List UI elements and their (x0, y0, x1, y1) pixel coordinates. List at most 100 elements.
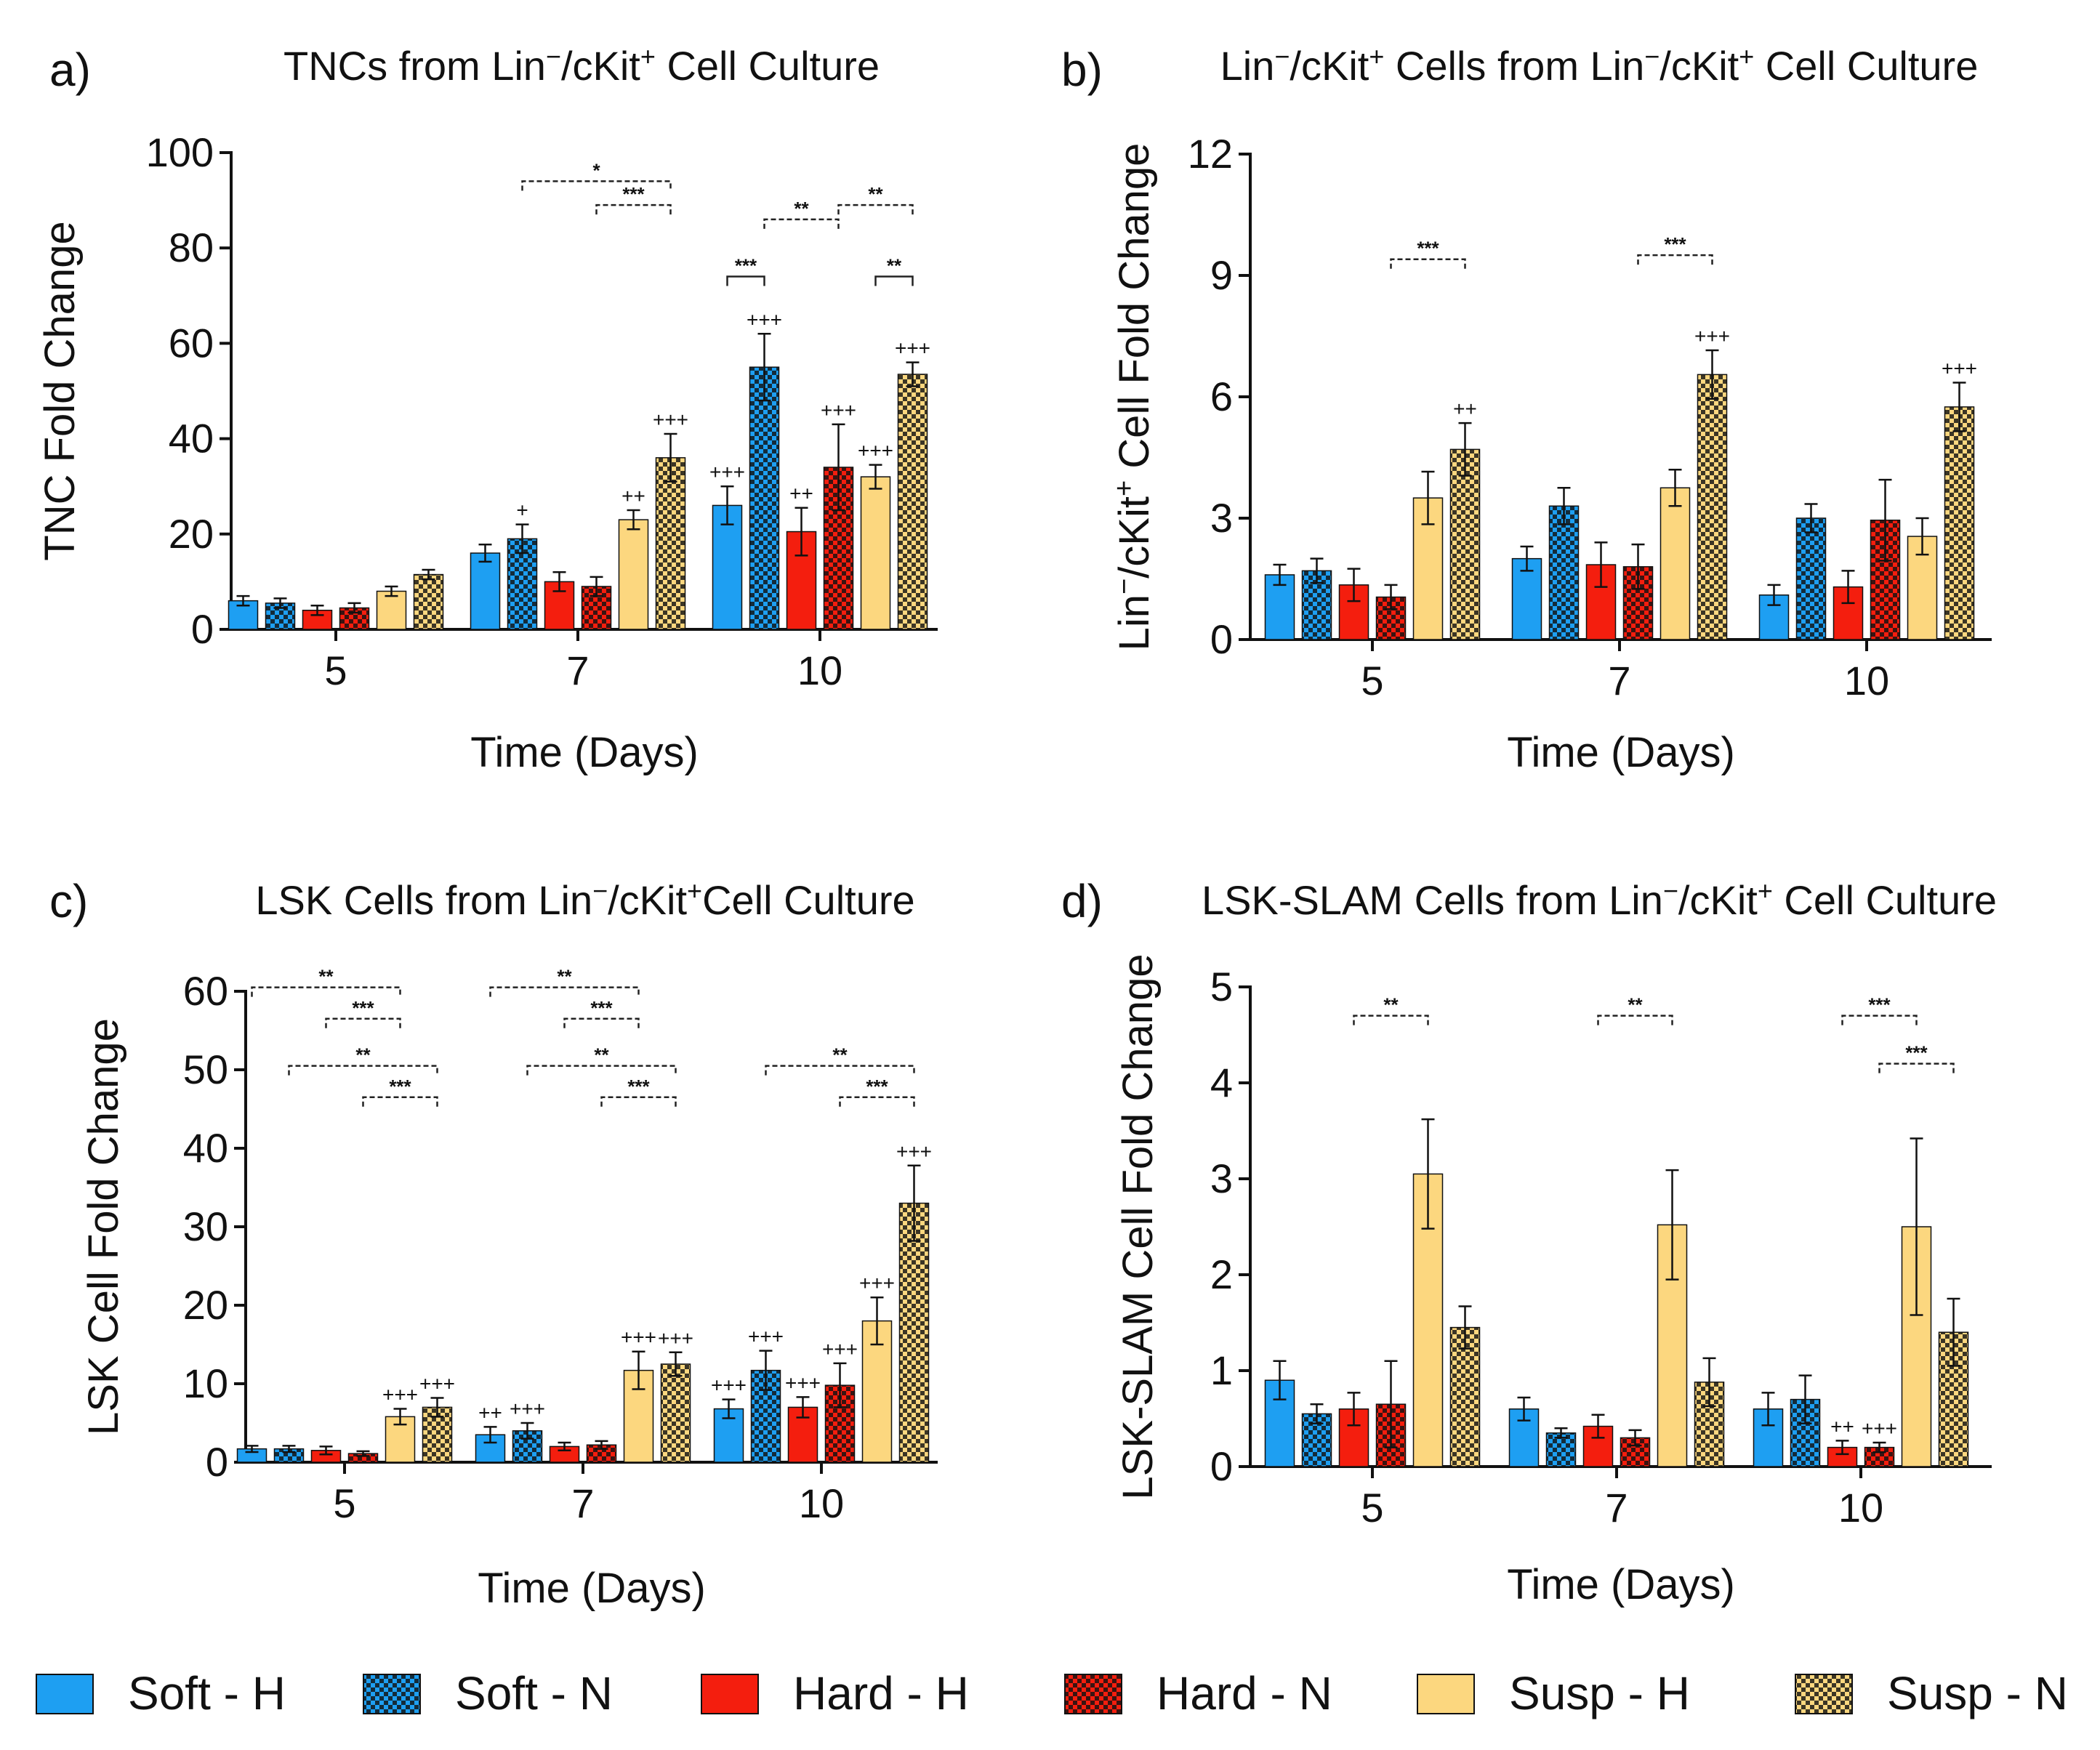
y-tick-label: 0 (206, 1439, 228, 1485)
x-tick-label: 7 (571, 1480, 594, 1526)
significance-stars: ** (794, 198, 809, 219)
bar (1375, 596, 1407, 640)
y-tick-label: 5 (1210, 964, 1233, 1009)
legend-swatch (1417, 1674, 1475, 1714)
x-tick-label: 10 (797, 648, 842, 693)
legend-item-hard_n: Hard - N (1064, 1667, 1332, 1719)
y-tick-label: 60 (169, 320, 214, 366)
legend-label: Soft - H (128, 1667, 286, 1719)
significance-plus: +++ (821, 399, 856, 422)
significance-bracket (765, 1065, 915, 1076)
bar (750, 1369, 781, 1463)
significance-plus: +++ (1862, 1417, 1897, 1440)
significance-plus: +++ (709, 461, 745, 483)
y-tick-label: 80 (169, 225, 214, 270)
significance-bracket (489, 986, 640, 997)
significance-bracket (600, 1096, 677, 1107)
legend-swatch (36, 1674, 94, 1714)
panel-label: a) (49, 44, 91, 96)
significance-stars: *** (389, 1076, 411, 1097)
significance-stars: ** (1383, 994, 1399, 1016)
x-axis-label: Time (Days) (1507, 1561, 1735, 1608)
significance-plus: +++ (510, 1398, 545, 1420)
y-tick-label: 12 (1188, 131, 1233, 177)
significance-stars: *** (352, 997, 374, 1019)
significance-bracket (726, 275, 765, 286)
significance-plus: ++ (1453, 398, 1477, 420)
significance-bracket (526, 1065, 677, 1076)
y-tick-label: 1 (1210, 1347, 1233, 1393)
x-tick-label: 10 (799, 1480, 844, 1526)
legend-item-susp_h: Susp - H (1417, 1667, 1690, 1719)
significance-bracket (521, 180, 672, 191)
significance-stars: *** (1417, 238, 1439, 259)
bar (413, 573, 444, 630)
bar (1511, 557, 1542, 640)
significance-plus: +++ (859, 1272, 895, 1294)
y-tick-label: 9 (1210, 252, 1233, 298)
significance-plus: +++ (822, 1338, 858, 1360)
x-tick-label: 7 (566, 648, 589, 693)
significance-stars: ** (868, 183, 883, 205)
y-tick-label: 100 (146, 129, 214, 175)
significance-plus: +++ (748, 1326, 784, 1348)
significance-plus: +++ (895, 337, 930, 360)
legend-swatch (1795, 1674, 1853, 1714)
x-tick-label: 5 (1361, 1485, 1383, 1531)
significance-plus: ++ (1830, 1415, 1854, 1438)
significance-bracket (763, 218, 840, 229)
legend-label: Susp - H (1509, 1667, 1690, 1719)
significance-plus: +++ (1942, 358, 1977, 380)
y-tick-label: 6 (1210, 374, 1233, 419)
bar (1660, 487, 1691, 640)
x-tick-label: 10 (1844, 658, 1889, 703)
bar (1697, 374, 1728, 640)
legend-item-soft_n: Soft - N (363, 1667, 613, 1719)
panel-label: b) (1061, 44, 1103, 96)
bar (860, 476, 891, 630)
significance-plus: +++ (785, 1371, 821, 1394)
bar (749, 366, 780, 630)
significance-bracket (874, 275, 914, 286)
bar (376, 590, 407, 630)
significance-bracket (1637, 254, 1713, 265)
significance-bracket (1878, 1062, 1955, 1073)
y-tick-label: 10 (183, 1360, 228, 1406)
bar (898, 1202, 930, 1463)
chart-title: Lin−/cKit+ Cells from Lin−/cKit+ Cell Cu… (1220, 41, 1979, 89)
legend-item-hard_h: Hard - H (701, 1667, 969, 1719)
y-tick-label: 2 (1210, 1251, 1233, 1297)
significance-stars: *** (622, 183, 645, 205)
bar (712, 504, 743, 630)
significance-stars: *** (627, 1076, 650, 1097)
panels: a) TNCs from Lin−/cKit+ Cell Culture TNC F… (36, 41, 1997, 1613)
y-tick-label: 0 (1210, 1443, 1233, 1489)
legend: Soft - H Soft - N Hard - H Hard - N Susp - H… (36, 1667, 2068, 1719)
x-tick-label: 7 (1605, 1485, 1628, 1531)
significance-plus: +++ (658, 1327, 693, 1350)
x-tick-label: 10 (1838, 1485, 1883, 1531)
y-tick-label: 50 (183, 1047, 228, 1092)
significance-bracket (595, 203, 672, 215)
y-tick-label: 30 (183, 1203, 228, 1249)
bar (1449, 1326, 1481, 1467)
panel-label: d) (1061, 875, 1103, 927)
chart-title: LSK-SLAM Cells from Lin−/cKit+ Cell Cult… (1202, 876, 1997, 924)
legend-label: Susp - N (1887, 1667, 2068, 1719)
chart-b: b) Lin−/cKit+ Cells from Lin−/cKit+ Cell … (1061, 41, 1992, 776)
legend-label: Hard - H (793, 1667, 969, 1719)
legend-swatch (701, 1674, 759, 1714)
significance-bracket (839, 1096, 915, 1107)
y-axis-label: LSK-SLAM Cell Fold Change (1114, 953, 1162, 1499)
y-tick-label: 3 (1210, 1156, 1233, 1201)
y-tick-label: 20 (183, 1282, 228, 1328)
significance-bracket (251, 986, 401, 997)
significance-bracket (1841, 1015, 1918, 1025)
legend-label: Soft - N (455, 1667, 613, 1719)
chart-a: a) TNCs from Lin−/cKit+ Cell Culture TNC F… (36, 41, 938, 776)
x-axis-label: Time (Days) (470, 729, 699, 776)
legend-swatch (363, 1674, 421, 1714)
x-tick-label: 7 (1608, 658, 1630, 703)
significance-stars: ** (318, 966, 334, 988)
